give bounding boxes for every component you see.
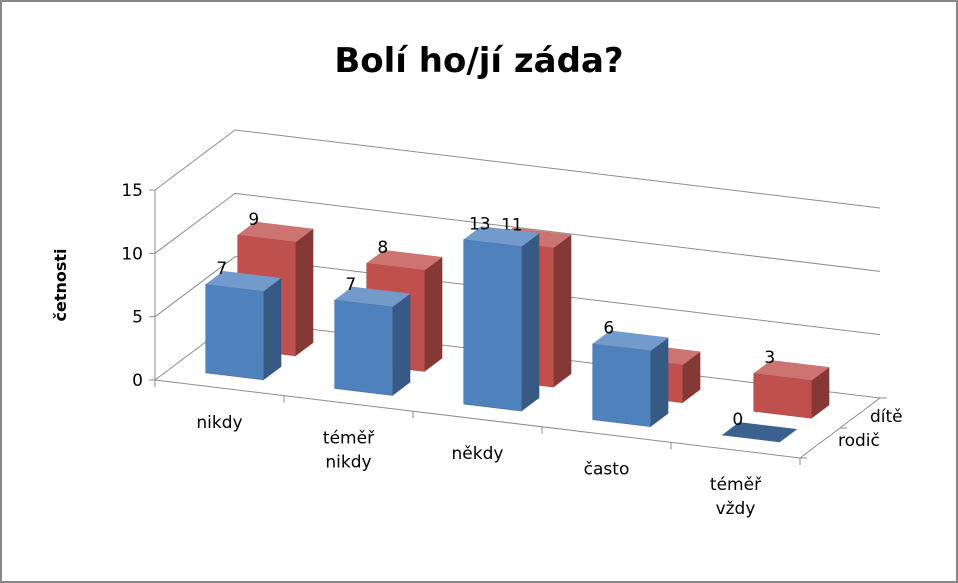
bar-top xyxy=(237,221,314,242)
bar xyxy=(753,360,830,419)
grid-line xyxy=(154,129,881,209)
bar-front xyxy=(334,299,393,396)
bar-front xyxy=(205,283,264,381)
y-tick-label: 15 xyxy=(121,181,143,201)
value-label: 7 xyxy=(345,275,356,295)
value-label: 7 xyxy=(216,259,227,279)
bar-side xyxy=(682,351,701,403)
bar-top xyxy=(721,422,798,443)
bar-front xyxy=(592,343,651,427)
bar xyxy=(592,330,669,427)
bar-side xyxy=(811,367,830,419)
bar-side xyxy=(521,233,540,412)
bar-side xyxy=(263,278,282,380)
y-axis-label: četnosti xyxy=(51,248,70,321)
bar xyxy=(334,286,411,396)
bar-top xyxy=(366,249,443,271)
bar-top xyxy=(463,226,540,247)
x-tick-label: často xyxy=(584,460,630,480)
bar-top xyxy=(334,286,411,307)
x-tick-label: nikdy xyxy=(196,413,242,433)
bar-front xyxy=(753,373,812,419)
value-label: 8 xyxy=(377,238,388,258)
x-tick-label: téměř vždy xyxy=(710,475,762,519)
depth-label: rodič xyxy=(838,431,880,451)
value-label: 6 xyxy=(603,319,614,339)
depth-label: dítě xyxy=(870,407,903,427)
grid-line xyxy=(154,256,881,336)
value-label: 9 xyxy=(248,210,259,230)
x-tick-label: někdy xyxy=(452,444,504,464)
bar-side xyxy=(295,228,314,356)
value-label: 13 xyxy=(469,214,491,234)
bar-side xyxy=(392,293,411,396)
chart-title: Bolí ho/jí záda? xyxy=(334,41,623,81)
value-label: 3 xyxy=(764,348,775,368)
bar xyxy=(463,226,540,412)
value-label: 0 xyxy=(732,410,743,430)
bar-side xyxy=(553,234,572,388)
x-tick-label: téměř nikdy xyxy=(323,428,375,472)
y-tick-label: 10 xyxy=(121,244,143,264)
bar xyxy=(721,422,798,443)
bar-side xyxy=(424,256,443,372)
bar-top xyxy=(753,360,830,381)
x-axis xyxy=(154,379,801,459)
bar-front xyxy=(463,239,522,412)
bar-side xyxy=(650,337,669,427)
y-tick-label: 5 xyxy=(132,308,143,328)
grid-line xyxy=(154,192,881,272)
bar xyxy=(205,271,282,381)
bar-top xyxy=(592,330,669,351)
bar-top xyxy=(205,271,282,292)
y-tick-label: 0 xyxy=(132,371,143,391)
